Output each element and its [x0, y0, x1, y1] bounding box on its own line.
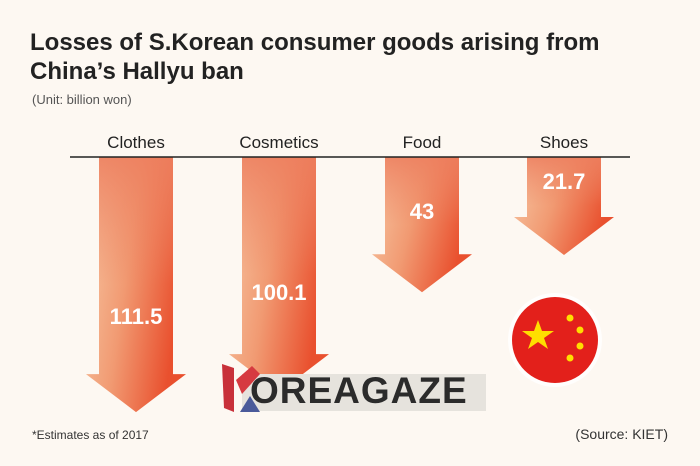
source: (Source: KIET) — [575, 426, 668, 442]
value-label: 111.5 — [110, 304, 163, 329]
arrow-bar-shoes — [514, 157, 614, 255]
category-label: Shoes — [540, 133, 588, 152]
china-flag-icon — [508, 293, 602, 387]
footnote: *Estimates as of 2017 — [32, 428, 149, 442]
chart-title: Losses of S.Korean consumer goods arisin… — [30, 29, 600, 85]
unit-label: (Unit: billion won) — [32, 92, 132, 107]
category-label: Clothes — [107, 133, 165, 152]
value-label: 100.1 — [251, 280, 306, 305]
koreagaze-watermark: OREAGAZE — [220, 362, 486, 412]
category-label: Cosmetics — [239, 133, 318, 152]
value-label: 43 — [410, 199, 434, 224]
arrow-bar-cosmetics — [229, 157, 329, 393]
value-label: 21.7 — [543, 169, 586, 194]
arrow-bar-food — [372, 157, 472, 293]
arrow-bar-clothes — [86, 157, 186, 413]
category-label: Food — [403, 133, 442, 152]
